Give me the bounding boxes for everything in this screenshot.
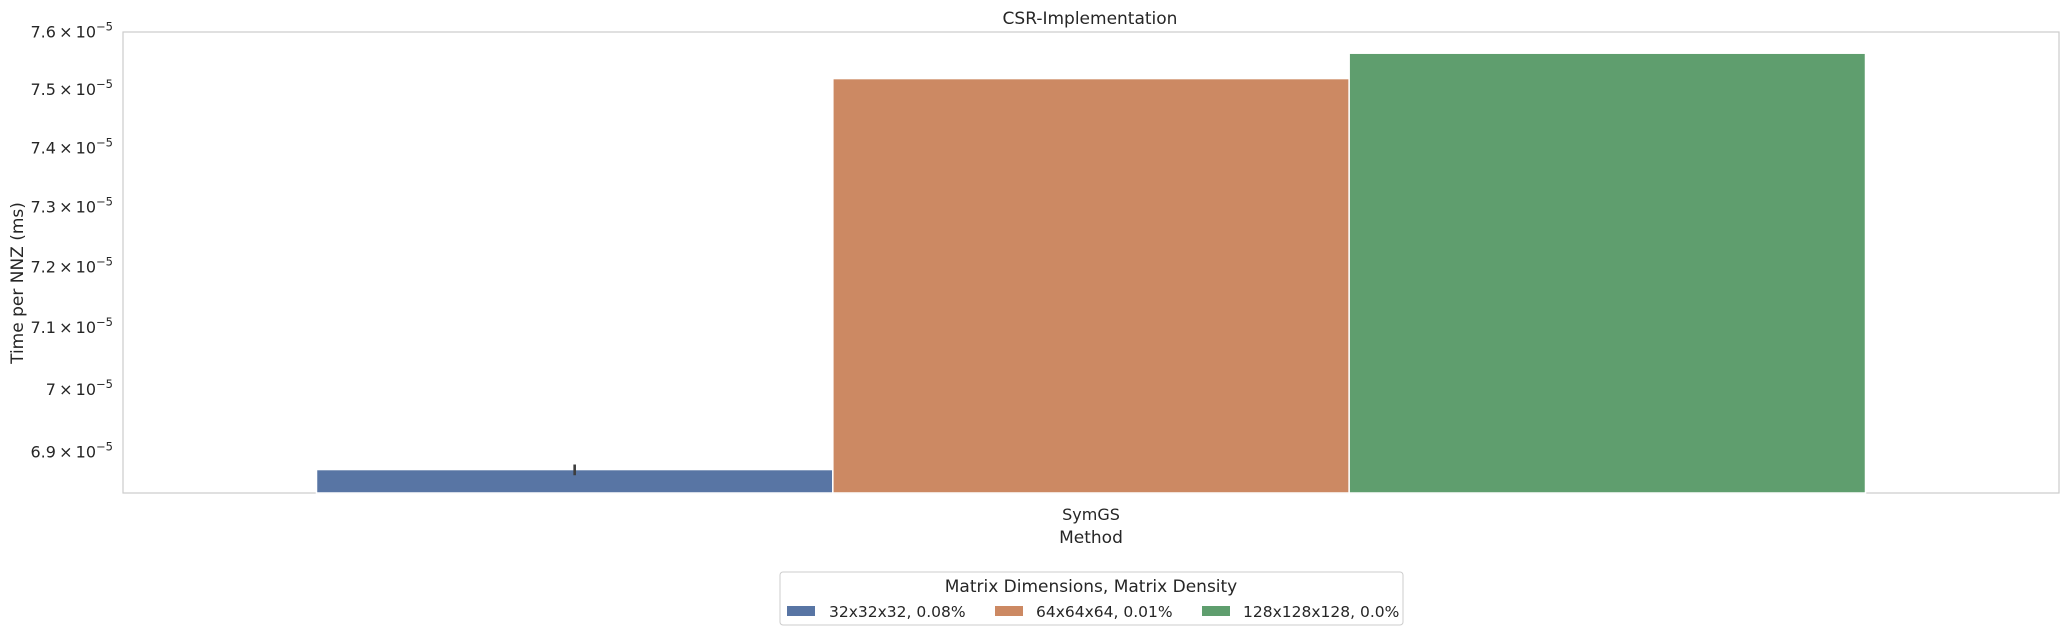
chart-title: CSR-Implementation — [1003, 9, 1178, 29]
legend-label-2: 128x128x128, 0.0% — [1243, 603, 1399, 621]
legend-frame — [779, 571, 1404, 626]
y-axis-ticks: 6.9 × 10−5 7 × 10−5 7.1 × 10−5 7.2 × 10−5 7.… — [30, 20, 113, 462]
y-tick-label: 7.1 × 10−5 — [30, 315, 113, 337]
bar-series-1 — [832, 77, 1350, 494]
y-tick-label: 7.3 × 10−5 — [30, 195, 113, 217]
legend-title: Matrix Dimensions, Matrix Density — [945, 577, 1238, 597]
bars — [315, 52, 1867, 494]
y-tick-label: 7.6 × 10−5 — [30, 20, 113, 42]
y-tick-label: 7 × 10−5 — [46, 377, 113, 399]
y-tick-label: 7.4 × 10−5 — [30, 135, 113, 157]
x-axis-label: Method — [1059, 528, 1123, 548]
y-tick-label: 6.9 × 10−5 — [30, 439, 113, 461]
y-tick-label: 7.2 × 10−5 — [30, 254, 113, 276]
legend-swatch-0 — [787, 606, 815, 616]
legend-label-1: 64x64x64, 0.01% — [1036, 603, 1173, 621]
legend: Matrix Dimensions, Matrix Density 32x32x… — [779, 571, 1404, 626]
x-tick-label: SymGS — [1062, 505, 1120, 524]
legend-swatch-2 — [1202, 606, 1230, 616]
legend-swatch-1 — [995, 606, 1023, 616]
legend-label-0: 32x32x32, 0.08% — [829, 603, 966, 621]
y-tick-label: 7.5 × 10−5 — [30, 77, 113, 99]
y-axis-label: Time per NNZ (ms) — [8, 202, 28, 365]
bar-series-2 — [1348, 52, 1867, 494]
